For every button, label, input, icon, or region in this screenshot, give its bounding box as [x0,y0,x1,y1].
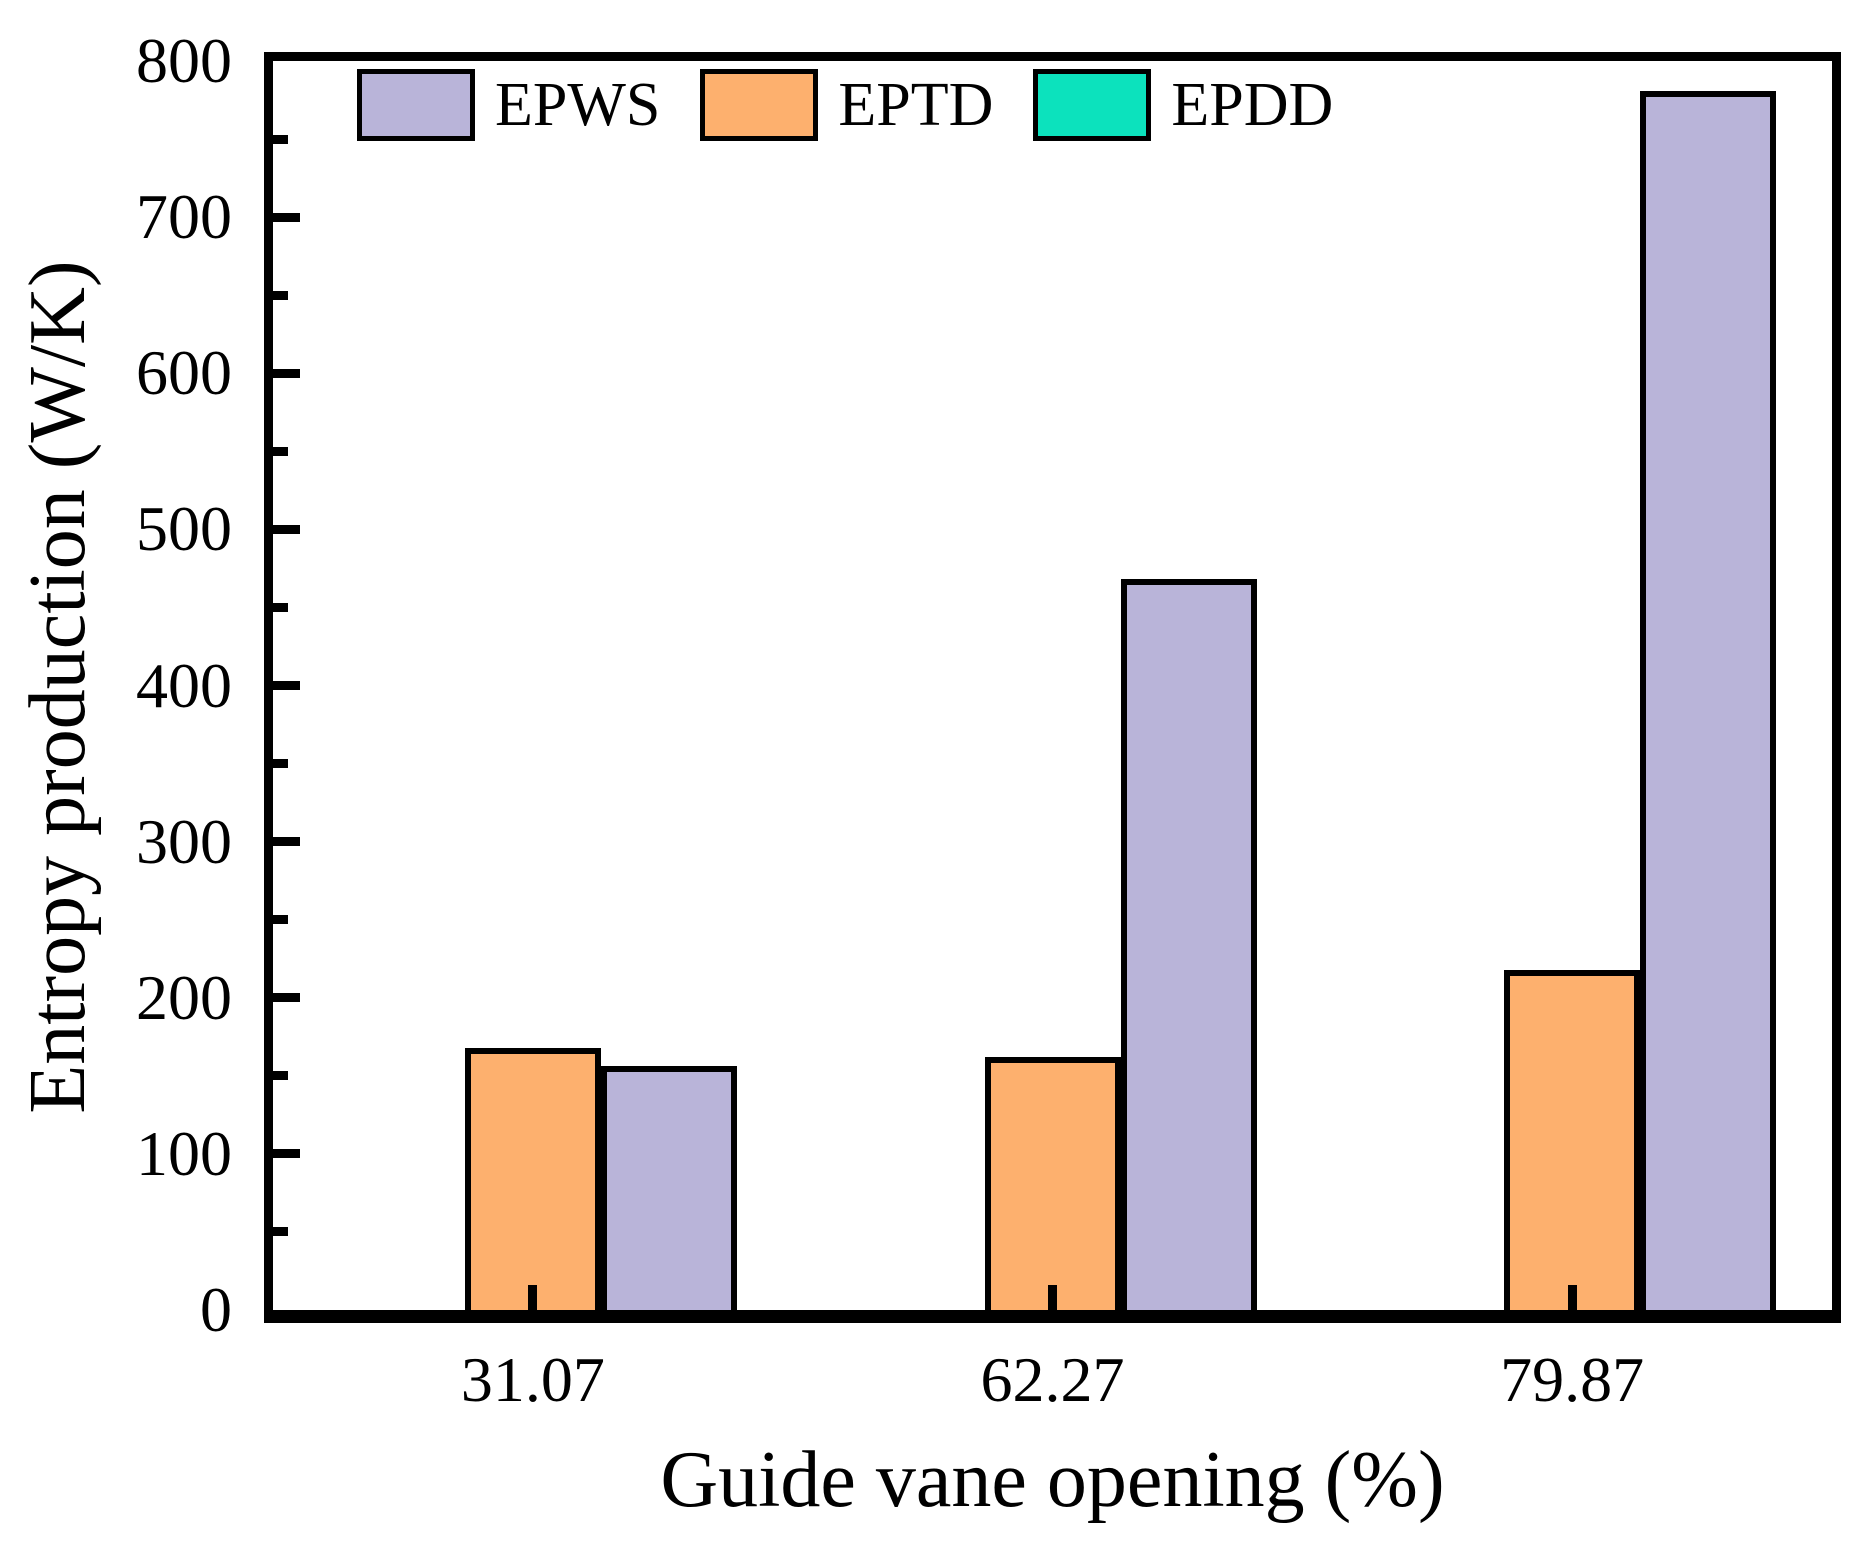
legend-swatch-epdd [1033,69,1152,141]
x-tick-label-79.87: 79.87 [1500,1344,1645,1415]
y-tick-label-600: 600 [136,337,232,409]
bar-eptd-79.87 [1504,970,1641,1310]
axis-ticks-layer [273,61,1832,1310]
legend-label-epdd: EPDD [1171,71,1334,139]
legend-label-eptd: EPTD [838,71,994,139]
x-tick-label-31.07: 31.07 [460,1344,605,1415]
legend-swatch-epws [357,69,475,141]
y-major-tick [273,1149,300,1159]
x-tick-79.87 [1567,1285,1577,1310]
bar-epws-62.27 [1120,579,1257,1310]
y-tick-label-500: 500 [136,493,232,565]
y-tick-label-700: 700 [136,181,232,253]
x-axis-title: Guide vane opening (%) [660,1436,1445,1524]
y-tick-label-300: 300 [136,805,232,877]
legend-label-epws: EPWS [495,71,661,139]
legend: EPWS EPTD EPDD [357,69,1333,141]
y-minor-tick [273,915,288,925]
y-tick-label-200: 200 [136,961,232,1033]
y-minor-tick [273,1227,288,1237]
y-tick-label-400: 400 [136,649,232,721]
y-minor-tick [273,1071,288,1081]
y-major-tick [273,681,300,690]
legend-swatch-eptd [700,69,819,141]
bar-epws-79.87 [1640,91,1777,1310]
y-major-tick [273,837,300,847]
bar-epws-31.07 [600,1066,737,1310]
y-minor-tick [273,759,288,769]
y-minor-tick [273,290,288,300]
x-tick-label-62.27: 62.27 [980,1344,1125,1415]
legend-item-epdd: EPDD [1033,69,1333,141]
y-tick-label-800: 800 [136,25,232,96]
y-major-tick [273,993,300,1003]
legend-item-eptd: EPTD [700,69,993,141]
y-minor-tick [273,134,288,144]
y-minor-tick [273,446,288,456]
plot-area: EPWS EPTD EPDD [264,52,1841,1323]
y-tick-label-100: 100 [136,1117,232,1189]
bar-eptd-62.27 [984,1057,1121,1310]
bar-eptd-31.07 [464,1048,601,1310]
y-tick-label-0: 0 [200,1274,232,1345]
y-minor-tick [273,602,288,612]
y-major-tick [273,368,300,378]
x-tick-62.27 [1048,1285,1057,1310]
y-major-tick [273,212,300,222]
x-tick-31.07 [528,1285,538,1310]
y-major-tick [273,524,300,534]
legend-item-epws: EPWS [357,69,660,141]
bars-layer [273,61,1832,1310]
